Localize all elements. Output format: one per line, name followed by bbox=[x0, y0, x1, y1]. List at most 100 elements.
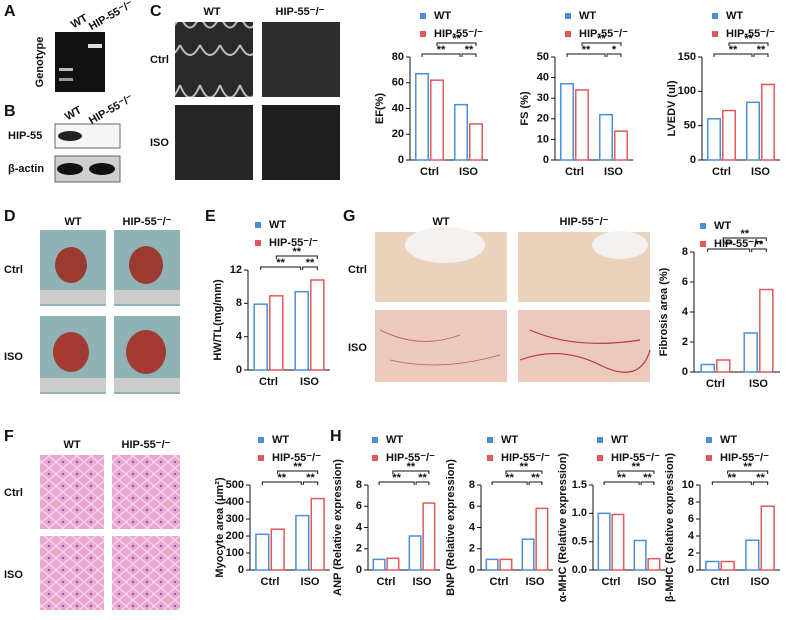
significance-bracket bbox=[603, 481, 640, 485]
legend-swatch bbox=[597, 437, 603, 443]
row-label: Genotype bbox=[34, 37, 46, 88]
legend-label: WT bbox=[501, 434, 518, 446]
echo-image bbox=[175, 105, 253, 180]
significance-bracket bbox=[277, 470, 319, 474]
bar bbox=[647, 557, 661, 571]
legend-swatch bbox=[706, 455, 712, 461]
y-tick-label: 4 bbox=[682, 306, 689, 318]
column-label: HIP-55⁻/⁻ bbox=[276, 6, 325, 18]
y-tick-label: 4 bbox=[469, 521, 476, 533]
bar bbox=[707, 118, 722, 161]
column-label: WT bbox=[203, 6, 220, 18]
y-axis-label: α-MHC (Relative expression) bbox=[557, 453, 569, 603]
significance-label: ** bbox=[531, 472, 540, 484]
heart bbox=[55, 247, 87, 283]
bar bbox=[633, 539, 647, 571]
ruler bbox=[40, 378, 106, 392]
bar bbox=[716, 359, 731, 373]
column-label: HIP-55⁻/⁻ bbox=[122, 439, 171, 451]
x-tick-label: ISO bbox=[459, 166, 478, 178]
lumen bbox=[592, 231, 648, 259]
significance-bracket bbox=[378, 481, 415, 485]
y-tick-label: 2 bbox=[469, 543, 475, 555]
echo-image bbox=[262, 105, 340, 180]
bar bbox=[535, 507, 549, 571]
y-tick-label: 2 bbox=[356, 543, 362, 555]
x-tick-label: Ctrl bbox=[706, 378, 725, 390]
bar bbox=[294, 290, 309, 371]
significance-bracket bbox=[261, 481, 302, 485]
significance-label: ** bbox=[744, 33, 753, 45]
bar bbox=[745, 539, 760, 571]
legend-swatch bbox=[565, 31, 571, 37]
y-tick-label: 6 bbox=[688, 513, 694, 525]
significance-bracket bbox=[727, 470, 769, 474]
y-tick-label: 200 bbox=[226, 530, 244, 542]
column-label: HIP-55⁻/⁻ bbox=[123, 216, 172, 228]
legend-swatch bbox=[712, 31, 718, 37]
y-axis-label: FS (%) bbox=[519, 91, 531, 126]
y-axis-label: β-MHC (Relative expression) bbox=[664, 453, 676, 602]
legend-label: HIP-55⁻/⁻ bbox=[386, 452, 435, 464]
significance-label: ** bbox=[729, 44, 738, 56]
legend-label: HIP-55⁻/⁻ bbox=[269, 237, 318, 249]
bar bbox=[270, 528, 285, 571]
histology-image bbox=[40, 536, 104, 610]
y-axis-label: EF(%) bbox=[374, 93, 386, 125]
gel bbox=[55, 32, 105, 92]
legend-swatch bbox=[258, 437, 264, 443]
y-tick-label: 0 bbox=[469, 564, 475, 576]
echo-image bbox=[262, 22, 340, 97]
significance-bracket bbox=[302, 481, 319, 485]
y-tick-label: 8 bbox=[356, 479, 362, 491]
fibrosis-image bbox=[375, 310, 507, 382]
bar bbox=[429, 79, 444, 161]
legend-swatch bbox=[420, 13, 426, 19]
bar bbox=[760, 83, 775, 161]
y-tick-label: 8 bbox=[469, 479, 475, 491]
legend-swatch bbox=[706, 437, 712, 443]
panel-letter: F bbox=[4, 428, 14, 445]
column-label: WT bbox=[432, 216, 449, 228]
fibrosis-stain bbox=[379, 329, 501, 366]
y-axis-label: HW/TL(mg/mm) bbox=[212, 279, 224, 361]
y-tick-label: 40 bbox=[537, 72, 549, 84]
significance-bracket bbox=[302, 266, 318, 270]
y-tick-label: 4 bbox=[356, 521, 363, 533]
panel-letter: B bbox=[4, 103, 16, 120]
band bbox=[57, 163, 83, 175]
row-label: Ctrl bbox=[4, 264, 23, 276]
significance-bracket bbox=[392, 470, 430, 474]
y-axis-label: LVEDV (ul) bbox=[666, 80, 678, 136]
legend-swatch bbox=[700, 241, 706, 247]
bar bbox=[597, 512, 611, 571]
y-tick-label: 20 bbox=[537, 113, 549, 125]
bar bbox=[295, 514, 310, 571]
row-label: ISO bbox=[150, 137, 169, 149]
significance-label: ** bbox=[728, 472, 737, 484]
fibrosis-stain bbox=[519, 329, 651, 373]
bar bbox=[759, 288, 774, 373]
band bbox=[88, 44, 102, 48]
y-tick-label: 6 bbox=[356, 500, 362, 512]
significance-label: ** bbox=[755, 239, 764, 251]
significance-label: ** bbox=[757, 44, 766, 56]
significance-label: ** bbox=[741, 228, 750, 240]
y-tick-label: 0 bbox=[238, 564, 244, 576]
legend-label: WT bbox=[272, 434, 289, 446]
legend-label: WT bbox=[386, 434, 403, 446]
y-axis-label: Fibrosis area (%) bbox=[658, 267, 670, 356]
bar bbox=[255, 533, 270, 571]
legend-label: WT bbox=[434, 10, 451, 22]
legend-label: WT bbox=[726, 10, 743, 22]
band bbox=[89, 163, 115, 175]
legend-swatch bbox=[700, 223, 706, 229]
legend-label: WT bbox=[611, 434, 628, 446]
y-axis-label: BNP (Relative expression) bbox=[445, 459, 457, 596]
significance-bracket bbox=[713, 53, 753, 57]
legend-swatch bbox=[255, 240, 261, 246]
row-label: Ctrl bbox=[348, 264, 367, 276]
row-label: β-actin bbox=[8, 163, 44, 175]
x-tick-label: ISO bbox=[300, 376, 319, 388]
y-tick-label: 8 bbox=[682, 246, 688, 258]
